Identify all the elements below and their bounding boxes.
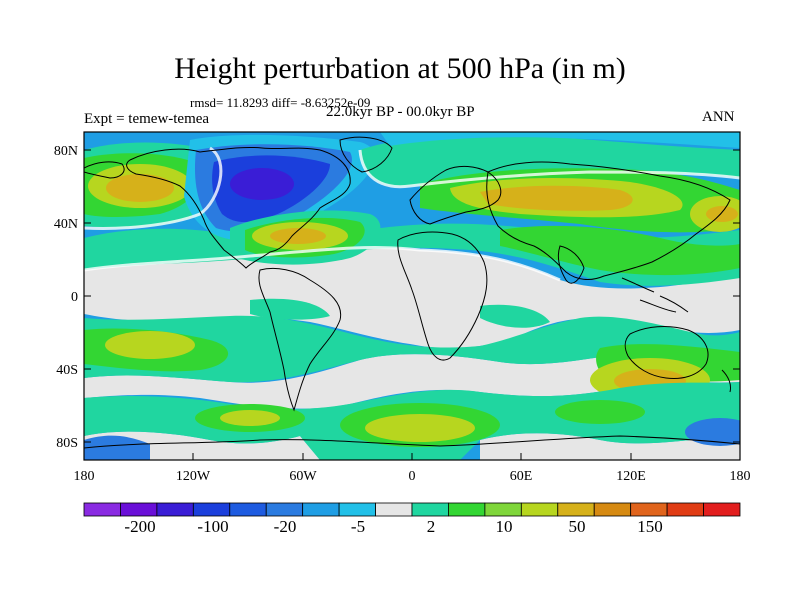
- colorbar-swatch: [83, 502, 121, 517]
- colorbar-swatch: [630, 502, 668, 517]
- x-tick-label: 60W: [289, 469, 317, 484]
- contour-field: [84, 132, 740, 460]
- y-tick-labels: 80N 40N 0 40S 80S: [54, 144, 78, 451]
- x-tick-marks: [83, 453, 741, 460]
- x-tick-label: 0: [409, 469, 416, 484]
- colorbar-swatch: [593, 502, 632, 517]
- coast-new-zealand: [721, 369, 731, 393]
- colorbar-swatch: [557, 502, 595, 517]
- north-pacific-east-core: [706, 206, 738, 222]
- experiment-label: Expt = temew-temea: [84, 111, 210, 127]
- coast-north-america: [126, 147, 351, 269]
- coastlines: [84, 136, 740, 449]
- north-subtropical-green: [500, 225, 740, 276]
- colorbar-swatch: [229, 502, 267, 517]
- colorbar-labels: -200 -100 -20 -5 2 10 50 150: [124, 517, 662, 536]
- y-tick-label: 80N: [54, 144, 78, 159]
- south-subtropical-belt: [84, 315, 740, 383]
- colorbar-swatch: [703, 502, 741, 517]
- coast-antarctica: [84, 435, 740, 449]
- x-tick-label: 180: [730, 469, 751, 484]
- laurentide-low-core: [230, 168, 294, 200]
- coast-europe: [409, 165, 502, 225]
- contour-line-north: [84, 146, 223, 230]
- colorbar-label: 150: [637, 517, 663, 536]
- colorbar-label: 10: [496, 517, 513, 536]
- antarctic-blue-east: [685, 418, 740, 446]
- colorbar-swatch: [484, 502, 522, 517]
- x-tick-label: 180: [74, 469, 95, 484]
- colorbar-swatch: [192, 502, 231, 517]
- map-title: Height perturbation at 500 hPa (in m): [174, 52, 626, 85]
- y-tick-label: 40S: [56, 363, 78, 378]
- coast-greenland: [339, 136, 393, 173]
- y-tick-label: 80S: [56, 436, 78, 451]
- colorbar-label: -200: [124, 517, 155, 536]
- x-tick-label: 60E: [510, 469, 533, 484]
- arctic-cyan: [380, 132, 740, 148]
- coast-asia: [486, 161, 731, 280]
- coast-southeast-asia-islands: [621, 277, 689, 313]
- x-tick-label: 120W: [176, 469, 211, 484]
- east-pacific-teal: [250, 298, 330, 320]
- atlantic-high-gold: [270, 228, 326, 244]
- coast-africa: [397, 231, 488, 361]
- eurasian-high-gold: [480, 185, 633, 211]
- contour-line-atlantic: [358, 149, 740, 189]
- x-tick-labels: 180 120W 60W 0 60E 120E 180: [74, 469, 751, 484]
- x-tick-label: 120E: [616, 469, 646, 484]
- rmsd-diff-label: rmsd= 11.8293 diff= -8.63252e-09: [190, 95, 371, 110]
- colorbar-swatch: [156, 502, 194, 517]
- colorbar-label: 2: [427, 517, 436, 536]
- north-pacific-high-gold: [106, 174, 174, 202]
- colorbar-label: -5: [351, 517, 365, 536]
- y-tick-label: 0: [71, 290, 78, 305]
- colorbar-label: -100: [197, 517, 228, 536]
- coast-australia: [624, 326, 709, 379]
- tropical-neutral-band: [84, 247, 740, 349]
- south-pacific-ring-core: [220, 410, 280, 426]
- coast-south-america: [258, 267, 342, 412]
- coast-india: [557, 245, 585, 284]
- antarctic-blue: [84, 435, 150, 460]
- contour-lines: [84, 146, 740, 282]
- colorbar-swatch: [448, 502, 486, 517]
- colorbar-swatch: [411, 502, 449, 517]
- south-atlantic-high-core: [365, 414, 475, 442]
- season-label: ANN: [702, 109, 735, 125]
- colorbar-label: 50: [569, 517, 586, 536]
- colorbar-swatch: [520, 502, 559, 517]
- contour-line-subtropical: [84, 246, 561, 282]
- colorbar-swatch: [302, 502, 340, 517]
- colorbar-swatch: [666, 502, 704, 517]
- colorbar-swatch: [338, 502, 376, 517]
- colorbar-swatch: [120, 502, 158, 517]
- period-label: 22.0kyr BP - 00.0kyr BP: [326, 104, 475, 120]
- west-south-pacific-yellow: [105, 331, 195, 359]
- colorbar-swatch: [375, 502, 413, 517]
- y-tick-label: 40N: [54, 217, 78, 232]
- arctic-band-teal: [360, 134, 740, 187]
- coast-alaska: [84, 161, 125, 179]
- indian-ocean-teal: [480, 304, 550, 328]
- y-tick-marks: [84, 149, 740, 443]
- southern-neutral-band: [84, 351, 740, 409]
- colorbar: [83, 502, 741, 517]
- south-indian-high: [555, 400, 645, 424]
- colorbar-swatch: [265, 502, 304, 517]
- colorbar-label: -20: [274, 517, 297, 536]
